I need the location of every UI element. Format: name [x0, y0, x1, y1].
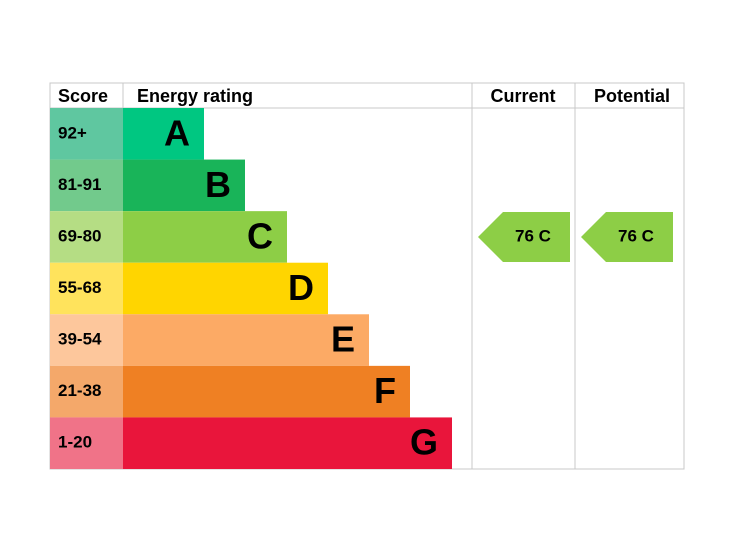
score-cell — [50, 108, 123, 160]
rating-bar — [123, 262, 328, 315]
band-letter: B — [205, 164, 231, 205]
band-letter: A — [164, 112, 190, 153]
band-letter: F — [374, 370, 396, 411]
rating-bar — [123, 365, 410, 418]
score-range: 1-20 — [58, 433, 92, 452]
score-cell — [50, 417, 123, 469]
rating-bar — [123, 108, 204, 160]
band-letter: C — [247, 215, 273, 256]
score-range: 81-91 — [58, 175, 101, 194]
score-range: 39-54 — [58, 330, 102, 349]
rating-bar — [123, 159, 245, 212]
current-arrow: 76 C — [478, 212, 570, 262]
band-letter: D — [288, 267, 314, 308]
rating-bar — [123, 211, 287, 263]
score-range: 69-80 — [58, 226, 101, 245]
arrow-shape — [478, 212, 570, 262]
score-cell — [50, 211, 123, 263]
score-cell — [50, 365, 123, 418]
header-current: Current — [490, 86, 555, 106]
score-cell — [50, 159, 123, 212]
band-letter: E — [331, 319, 355, 360]
score-cell — [50, 314, 123, 366]
score-range: 92+ — [58, 123, 87, 142]
score-range: 55-68 — [58, 278, 101, 297]
rating-bar — [123, 314, 369, 366]
header-score: Score — [58, 86, 108, 106]
header-rating: Energy rating — [137, 86, 253, 106]
score-cell — [50, 262, 123, 315]
potential-arrow: 76 C — [581, 212, 673, 262]
rating-rows: 92+ A 81-91 B 69-80 C 55-68 D 39-54 E 21-38 F 1-20 G — [50, 108, 452, 469]
band-letter: G — [410, 422, 438, 463]
current-rating: 76 C — [515, 226, 551, 245]
potential-rating: 76 C — [618, 226, 654, 245]
rating-bar — [123, 417, 452, 469]
arrow-shape — [581, 212, 673, 262]
score-range: 21-38 — [58, 381, 101, 400]
header-potential: Potential — [594, 86, 670, 106]
